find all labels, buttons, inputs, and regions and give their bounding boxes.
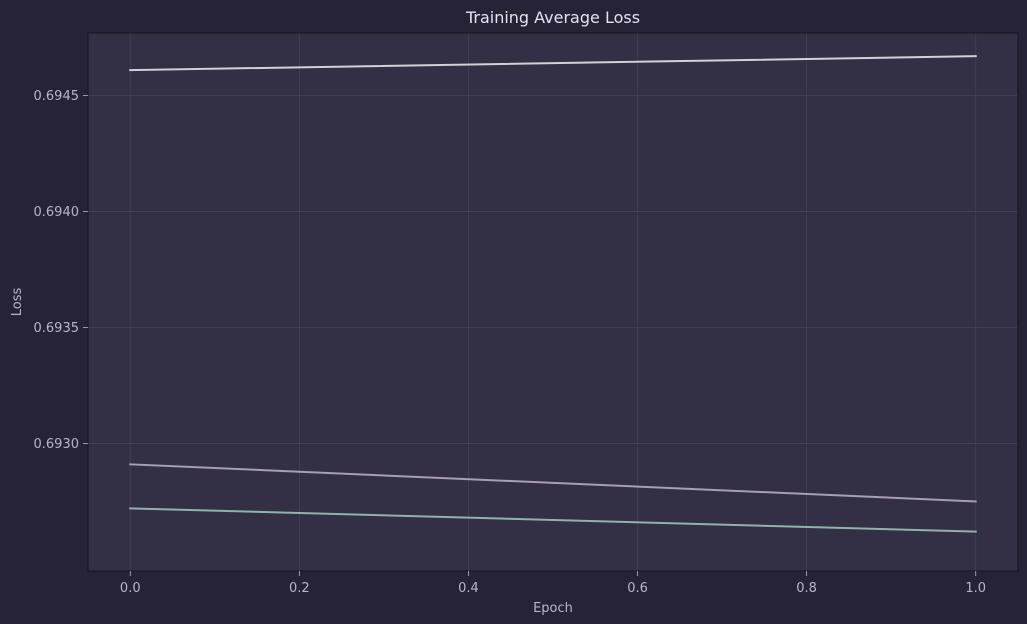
- x-tick-label: 0.6: [627, 581, 648, 596]
- series-layer: [129, 55, 977, 533]
- y-tick-label: 0.6935: [34, 321, 80, 336]
- chart-title: Training Average Loss: [465, 8, 640, 27]
- x-tick-label: 0.8: [796, 581, 817, 596]
- y-axis-label: Loss: [10, 288, 25, 317]
- x-tick-label: 1.0: [965, 581, 986, 596]
- y-tick-label: 0.6930: [34, 437, 80, 452]
- series-line-1: [129, 55, 977, 72]
- x-axis-label: Epoch: [533, 601, 573, 616]
- y-tick-label: 0.6940: [34, 205, 80, 220]
- x-tick-label: 0.2: [289, 581, 310, 596]
- x-tick-label: 0.0: [120, 581, 141, 596]
- series-line-3: [129, 507, 977, 533]
- y-tick-label: 0.6945: [34, 89, 80, 104]
- ticks: 0.0 0.2 0.4 0.6 0.8 1.0 0.6930 0.6935 0.6940 0.69…: [34, 89, 987, 596]
- grid: [88, 33, 1018, 571]
- plot-area: [88, 33, 1018, 571]
- x-tick-label: 0.4: [458, 581, 479, 596]
- plot-frame: [87, 32, 1019, 572]
- series-line-2: [129, 463, 977, 503]
